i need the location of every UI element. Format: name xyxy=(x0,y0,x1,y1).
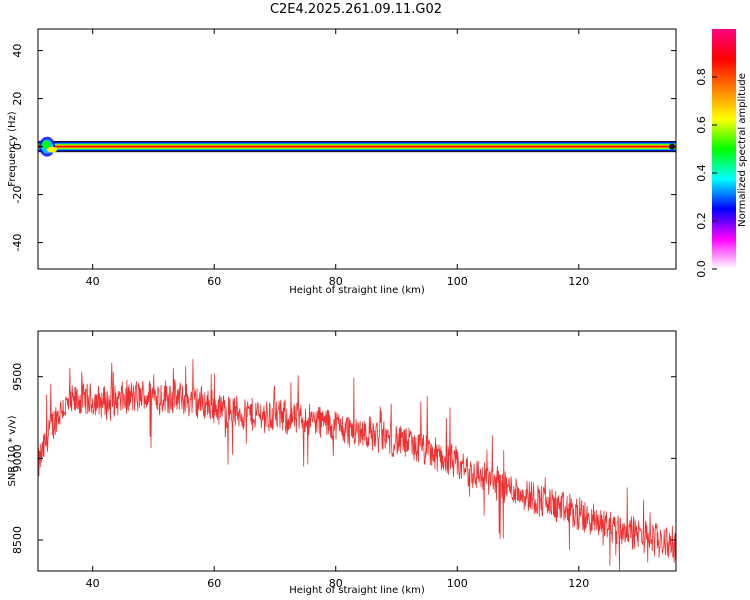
figure-title: C2E4.2025.261.09.11.G02 xyxy=(270,2,442,17)
spectrogram-panel: 40 60 80 100 120 40 20 0 -20 -40 Height of straig… xyxy=(7,28,677,296)
snr-content xyxy=(38,358,676,571)
spectrogram-xtick-label: 40 xyxy=(86,275,100,288)
snr-xtick-label: 100 xyxy=(447,577,468,590)
spectral-band xyxy=(38,145,676,148)
colorbar-gradient xyxy=(712,29,736,269)
spectrogram-ytick-label: 40 xyxy=(11,44,24,58)
snr-ticks: 40 60 80 100 120 9500 9000 8500 xyxy=(11,331,676,590)
spectrogram-content xyxy=(38,136,676,157)
snr-xlabel: Height of straight line (km) xyxy=(289,585,425,596)
snr-ytick-label: 8500 xyxy=(11,526,24,554)
spectrogram-xtick-label: 80 xyxy=(329,275,343,288)
snr-series-line xyxy=(38,358,676,571)
spectrogram-ytick-label: 0 xyxy=(11,143,24,150)
snr-plot-area xyxy=(38,331,676,571)
colorbar-tick-label: 0.8 xyxy=(695,68,708,86)
snr-xtick-label: 60 xyxy=(207,577,221,590)
colorbar-tick-label: 0.2 xyxy=(695,212,708,230)
spectral-blob xyxy=(42,140,51,149)
snr-frame xyxy=(37,330,677,572)
colorbar-tick-label: 0.4 xyxy=(695,164,708,182)
snr-xtick-label: 120 xyxy=(568,577,589,590)
spectrogram-ylabel: Frequency (Hz) xyxy=(7,111,18,187)
colorbar-tick-label: 0.0 xyxy=(695,260,708,278)
snr-ytick-label: 9500 xyxy=(11,363,24,391)
spectrogram-frame xyxy=(37,28,677,270)
spectrogram-xtick-label: 100 xyxy=(447,275,468,288)
spectrogram-ytick-label: -20 xyxy=(11,186,24,204)
colorbar: 0.0 0.2 0.4 0.6 0.8 Normalized spectral ampl… xyxy=(695,29,748,278)
snr-ylabel: SNR (10 * v/v) xyxy=(7,415,18,486)
snr-panel: 40 60 80 100 120 9500 9000 8500 Height of strai… xyxy=(7,330,677,596)
spectrogram-xtick-label: 60 xyxy=(207,275,221,288)
spectrogram-xtick-label: 120 xyxy=(568,275,589,288)
snr-xtick-label: 80 xyxy=(329,577,343,590)
colorbar-label: Normalized spectral amplitude xyxy=(737,73,748,227)
spectrogram-ytick-label: -40 xyxy=(11,234,24,252)
spectral-blob xyxy=(47,146,58,153)
spectrogram-ytick-label: 20 xyxy=(11,92,24,106)
snr-xtick-label: 40 xyxy=(86,577,100,590)
colorbar-tick-label: 0.6 xyxy=(695,116,708,134)
snr-ytick-label: 9000 xyxy=(11,444,24,472)
spectrogram-xlabel: Height of straight line (km) xyxy=(289,285,425,296)
spectrogram-ticks: 40 60 80 100 120 40 20 0 -20 -40 xyxy=(11,29,676,288)
colorbar-ticks: 0.0 0.2 0.4 0.6 0.8 xyxy=(695,68,717,278)
